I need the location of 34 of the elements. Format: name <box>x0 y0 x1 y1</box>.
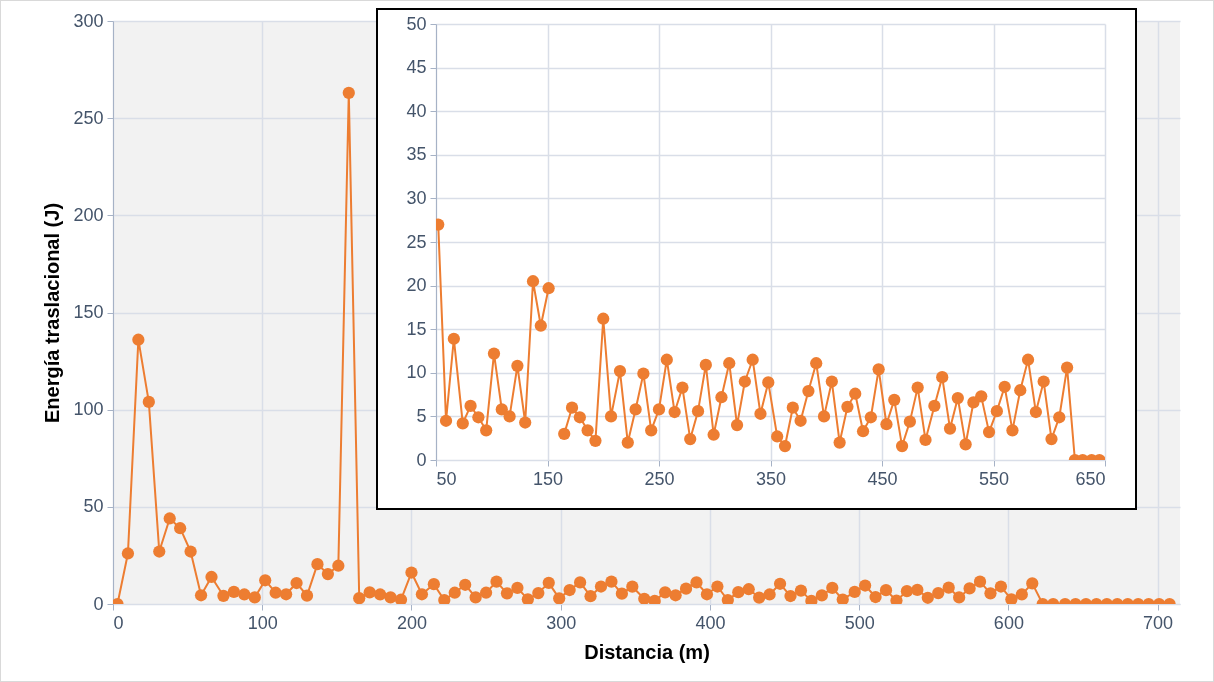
x-tick-label: 400 <box>695 612 726 633</box>
y-tick-label: 300 <box>73 10 104 31</box>
y-tick-label: 0 <box>416 449 427 470</box>
x-tick-label: 700 <box>1143 612 1174 633</box>
x-tick-label: 600 <box>993 612 1024 633</box>
y-tick-label: 15 <box>406 318 427 339</box>
y-tick-label: 100 <box>73 399 104 420</box>
x-tick-label: 550 <box>978 468 1010 489</box>
y-tick-label: 35 <box>406 144 427 165</box>
x-tick-label: 100 <box>247 612 278 633</box>
y-tick-label: 45 <box>406 57 427 78</box>
x-tick-label: 300 <box>546 612 577 633</box>
y-axis-title: Energía traslacional (J) <box>41 202 64 424</box>
x-tick-label: 650 <box>1075 468 1106 489</box>
x-tick-label: 250 <box>644 468 675 489</box>
y-tick-label: 30 <box>406 187 427 208</box>
x-tick-label: 0 <box>113 612 124 633</box>
y-tick-label: 200 <box>73 204 104 225</box>
y-tick-label: 150 <box>73 302 104 322</box>
x-tick-label: 150 <box>532 468 564 489</box>
y-tick-label: 10 <box>406 362 427 383</box>
x-tick-label: 50 <box>436 468 457 489</box>
y-tick-label: 20 <box>406 275 427 296</box>
x-tick-label: 350 <box>755 468 787 489</box>
y-tick-label: 0 <box>93 593 104 614</box>
x-axis-title: Distancia (m) <box>584 640 710 663</box>
y-tick-label: 250 <box>73 107 104 128</box>
y-tick-label: 5 <box>416 405 427 426</box>
y-tick-label: 50 <box>406 13 427 34</box>
x-tick-label: 450 <box>867 468 898 489</box>
y-tick-label: 50 <box>83 496 104 517</box>
x-tick-label: 500 <box>844 612 875 633</box>
y-tick-label: 25 <box>406 231 427 252</box>
y-tick-label: 40 <box>406 100 427 121</box>
